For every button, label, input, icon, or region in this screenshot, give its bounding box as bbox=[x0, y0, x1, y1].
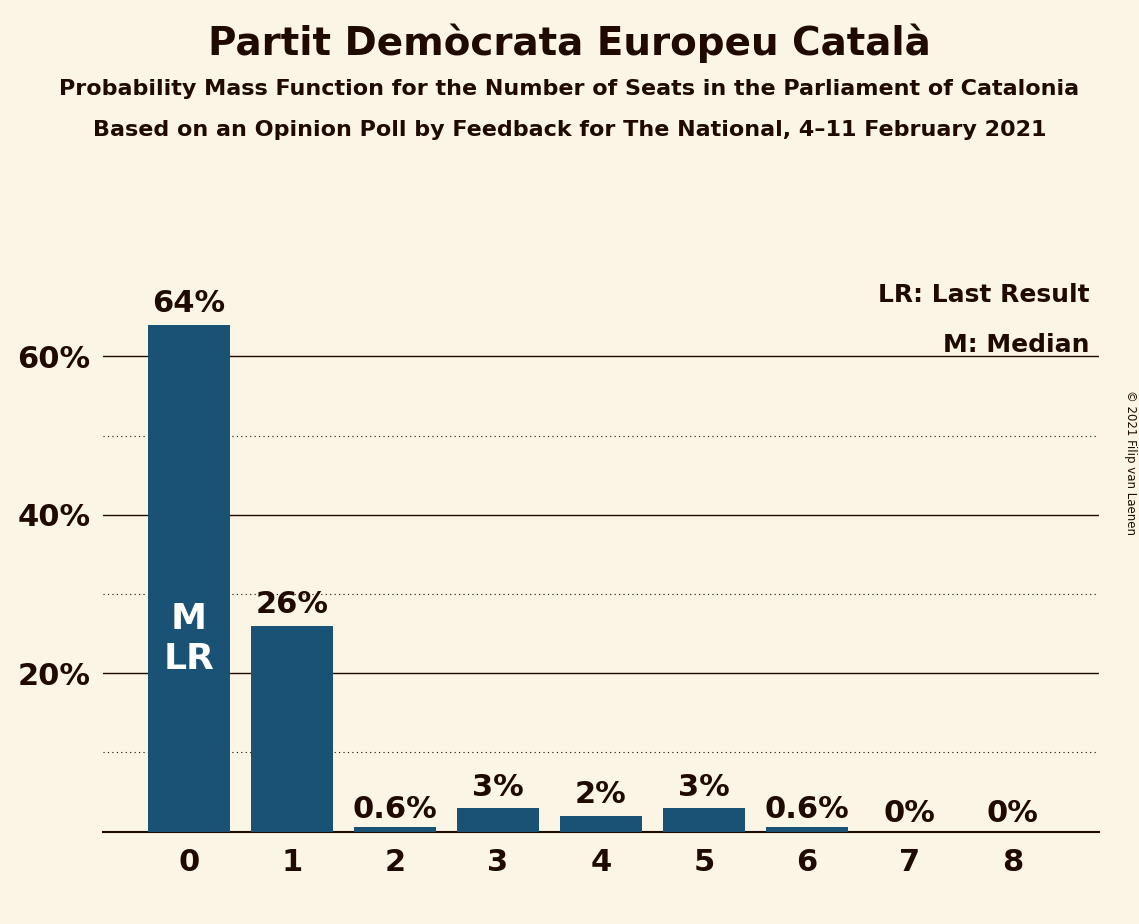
Text: 2%: 2% bbox=[575, 781, 626, 809]
Bar bbox=[765, 827, 847, 832]
Text: Partit Demòcrata Europeu Català: Partit Demòcrata Europeu Català bbox=[208, 23, 931, 63]
Text: 0%: 0% bbox=[884, 799, 935, 829]
Text: Probability Mass Function for the Number of Seats in the Parliament of Catalonia: Probability Mass Function for the Number… bbox=[59, 79, 1080, 99]
Text: 26%: 26% bbox=[255, 590, 328, 619]
Text: Based on an Opinion Poll by Feedback for The National, 4–11 February 2021: Based on an Opinion Poll by Feedback for… bbox=[92, 120, 1047, 140]
Text: LR: Last Result: LR: Last Result bbox=[877, 283, 1089, 307]
Text: © 2021 Filip van Laenen: © 2021 Filip van Laenen bbox=[1124, 390, 1137, 534]
Bar bbox=[251, 626, 333, 832]
Text: 0.6%: 0.6% bbox=[764, 795, 849, 823]
Bar bbox=[354, 827, 436, 832]
Text: M
LR: M LR bbox=[164, 602, 214, 675]
Text: M: Median: M: Median bbox=[943, 333, 1089, 357]
Text: 0.6%: 0.6% bbox=[353, 795, 437, 823]
Text: 3%: 3% bbox=[678, 772, 730, 801]
Text: 0%: 0% bbox=[986, 799, 1039, 829]
Bar bbox=[457, 808, 539, 832]
Text: 3%: 3% bbox=[472, 772, 524, 801]
Bar bbox=[148, 324, 230, 832]
Bar bbox=[559, 816, 642, 832]
Text: 64%: 64% bbox=[153, 289, 226, 319]
Bar bbox=[663, 808, 745, 832]
